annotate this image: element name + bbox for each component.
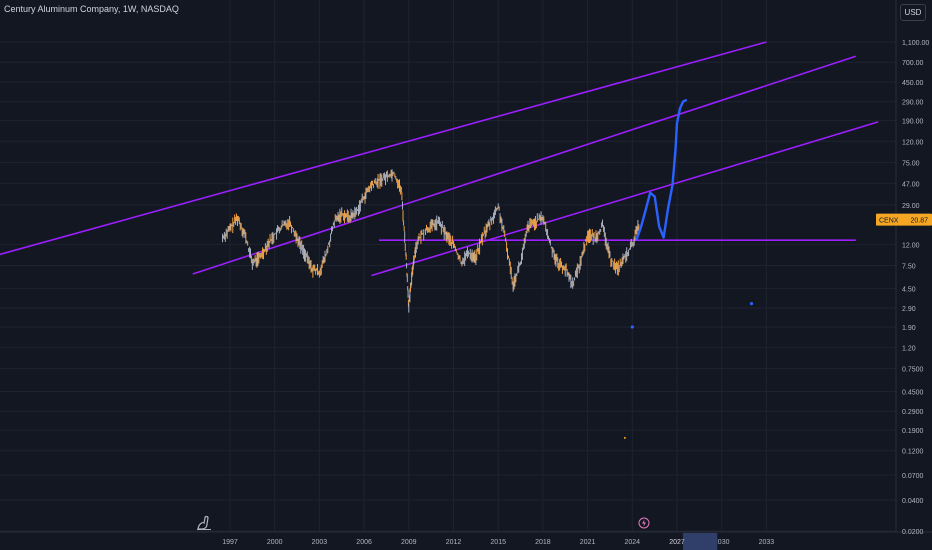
price-tick-label: 29.00 (902, 203, 920, 210)
price-tick-label: 0.0400 (902, 498, 924, 505)
time-axis-bg (0, 532, 932, 550)
price-tick-label: 1.90 (902, 325, 916, 332)
price-tick-label: 0.4500 (902, 390, 924, 397)
price-axis-bg (896, 0, 932, 550)
time-tick-label: 2018 (535, 539, 551, 546)
price-tick-label: 190.00 (902, 119, 924, 126)
price-tick-label: 75.00 (902, 160, 920, 167)
time-axis-highlight (682, 533, 718, 550)
time-tick-label: 2000 (267, 539, 283, 546)
time-tick-label: 2009 (401, 539, 417, 546)
time-tick-label: 2033 (759, 539, 775, 546)
trendline-group (0, 41, 879, 313)
last-price-tag (876, 213, 932, 226)
price-tick-label: 450.00 (902, 80, 924, 87)
chart-title: Century Aluminum Company, 1W, NASDAQ (4, 4, 179, 14)
dinosaur-icon[interactable] (195, 513, 213, 531)
time-tick-label: 2021 (580, 539, 596, 546)
time-tick-label: 2015 (490, 539, 506, 546)
last-price-value: 20.87 (910, 218, 928, 225)
price-tick-label: 0.7500 (902, 367, 924, 374)
price-tick-label: 0.1200 (902, 449, 924, 456)
price-tick-label: 2.90 (902, 306, 916, 313)
price-tick-label: 0.1900 (902, 428, 924, 435)
price-tick-label: 1.20 (902, 346, 916, 353)
time-tick-label: 2003 (312, 539, 328, 546)
marker-dot (630, 325, 634, 329)
price-tick-label: 7.50 (902, 263, 916, 270)
forecast-path (635, 99, 688, 241)
time-tick-label: 2030 (714, 539, 730, 546)
time-tick-label: 2012 (446, 539, 462, 546)
price-tick-label: 47.00 (902, 181, 920, 188)
lightning-event-icon[interactable] (638, 516, 650, 529)
price-tick-label: 1,100.00 (902, 40, 929, 47)
marker-dot (623, 436, 626, 439)
price-tick-label: 0.2900 (902, 409, 924, 416)
time-tick-label: 2024 (625, 539, 641, 546)
price-tick-label: 0.0700 (902, 473, 924, 480)
last-price-symbol: CENX (879, 218, 899, 225)
price-tick-label: 700.00 (902, 60, 924, 67)
price-tick-label: 120.00 (902, 139, 924, 146)
time-tick-label: 2006 (356, 539, 372, 546)
price-tick-label: 12.00 (902, 242, 920, 249)
channel-trendline-2 (192, 55, 857, 275)
price-tick-label: 0.0200 (902, 529, 924, 536)
channel-trendline-1 (0, 41, 767, 256)
currency-button[interactable]: USD (900, 4, 926, 21)
time-tick-label: 1997 (222, 539, 238, 546)
channel-trendline-3 (371, 121, 879, 277)
time-tick-label: 2027 (669, 539, 685, 546)
price-tick-label: 290.00 (902, 100, 924, 107)
time-tick-label: 2027 (669, 539, 685, 546)
price-tick-label: 4.50 (902, 286, 916, 293)
price-candles (222, 169, 640, 313)
marker-dot (749, 302, 754, 306)
